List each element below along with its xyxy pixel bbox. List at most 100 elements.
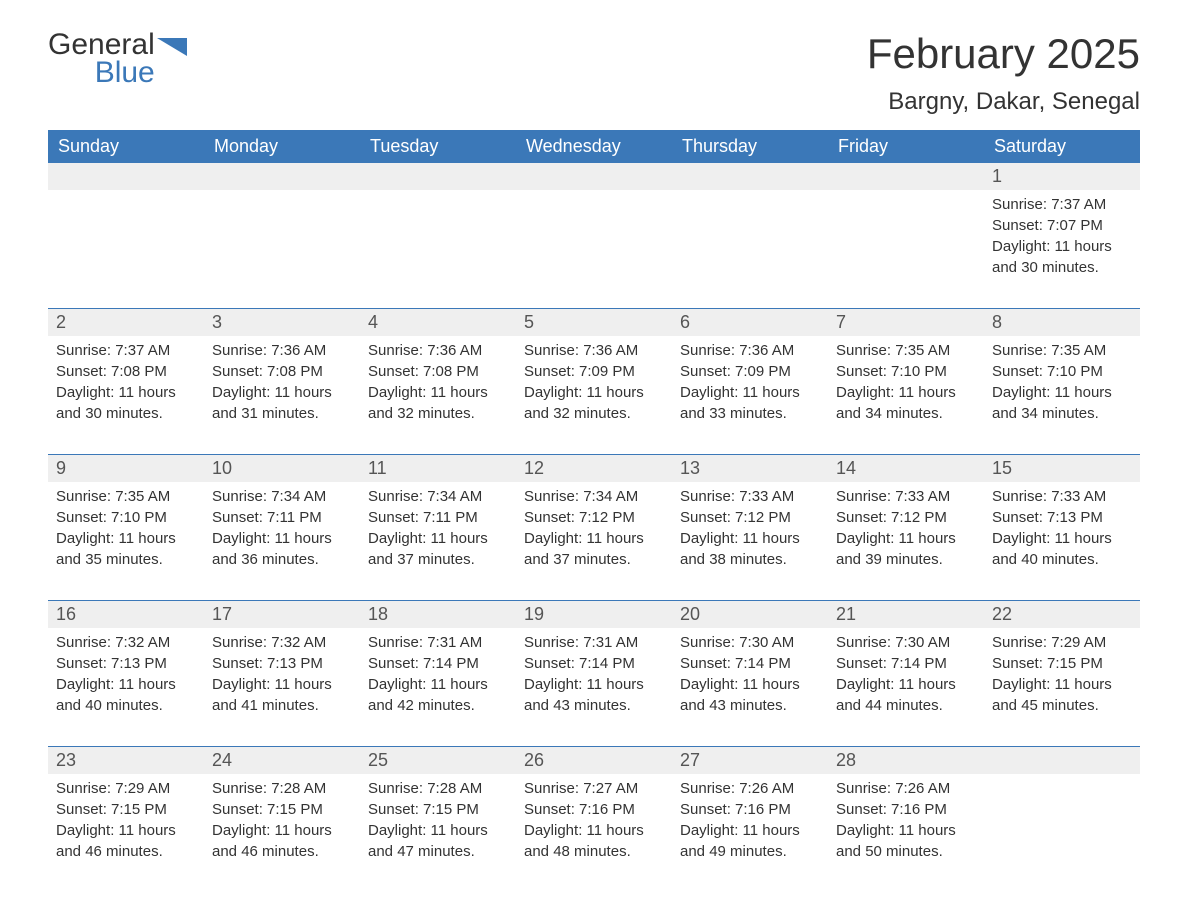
day-cell: Sunrise: 7:35 AMSunset: 7:10 PMDaylight:… — [48, 482, 204, 582]
day-number: 20 — [672, 601, 828, 628]
day-daylight1: Daylight: 11 hours — [524, 528, 664, 549]
day-sunrise: Sunrise: 7:31 AM — [368, 632, 508, 653]
day-daylight1: Daylight: 11 hours — [680, 528, 820, 549]
day-cell — [48, 190, 204, 290]
day-number — [48, 163, 204, 190]
day-cell — [828, 190, 984, 290]
logo-flag-icon — [157, 34, 187, 58]
day-daylight2: and 32 minutes. — [524, 403, 664, 424]
day-sunrise: Sunrise: 7:30 AM — [680, 632, 820, 653]
day-number: 1 — [984, 163, 1140, 190]
day-sunrise: Sunrise: 7:35 AM — [836, 340, 976, 361]
day-daylight1: Daylight: 11 hours — [992, 382, 1132, 403]
day-sunset: Sunset: 7:13 PM — [212, 653, 352, 674]
day-number: 8 — [984, 309, 1140, 336]
day-sunrise: Sunrise: 7:34 AM — [368, 486, 508, 507]
day-sunset: Sunset: 7:10 PM — [992, 361, 1132, 382]
day-sunset: Sunset: 7:07 PM — [992, 215, 1132, 236]
weekday-thursday: Thursday — [672, 130, 828, 163]
day-sunrise: Sunrise: 7:33 AM — [680, 486, 820, 507]
week-row: 9101112131415Sunrise: 7:35 AMSunset: 7:1… — [48, 454, 1140, 582]
week-row: 232425262728Sunrise: 7:29 AMSunset: 7:15… — [48, 746, 1140, 874]
day-sunrise: Sunrise: 7:34 AM — [212, 486, 352, 507]
day-sunrise: Sunrise: 7:26 AM — [836, 778, 976, 799]
day-sunset: Sunset: 7:15 PM — [56, 799, 196, 820]
day-daylight1: Daylight: 11 hours — [836, 382, 976, 403]
day-daylight2: and 37 minutes. — [368, 549, 508, 570]
day-cell: Sunrise: 7:34 AMSunset: 7:12 PMDaylight:… — [516, 482, 672, 582]
day-daylight1: Daylight: 11 hours — [212, 382, 352, 403]
day-sunset: Sunset: 7:11 PM — [212, 507, 352, 528]
day-daylight2: and 31 minutes. — [212, 403, 352, 424]
day-daylight1: Daylight: 11 hours — [992, 236, 1132, 257]
daynum-row: 9101112131415 — [48, 455, 1140, 482]
daynum-row: 1 — [48, 163, 1140, 190]
day-daylight2: and 37 minutes. — [524, 549, 664, 570]
day-sunset: Sunset: 7:08 PM — [368, 361, 508, 382]
daynum-row: 2345678 — [48, 309, 1140, 336]
day-sunset: Sunset: 7:16 PM — [680, 799, 820, 820]
day-daylight2: and 32 minutes. — [368, 403, 508, 424]
day-cell: Sunrise: 7:26 AMSunset: 7:16 PMDaylight:… — [828, 774, 984, 874]
day-sunrise: Sunrise: 7:33 AM — [992, 486, 1132, 507]
day-sunrise: Sunrise: 7:33 AM — [836, 486, 976, 507]
day-daylight2: and 30 minutes. — [992, 257, 1132, 278]
day-number — [828, 163, 984, 190]
day-sunset: Sunset: 7:14 PM — [836, 653, 976, 674]
day-cell: Sunrise: 7:28 AMSunset: 7:15 PMDaylight:… — [204, 774, 360, 874]
day-cell: Sunrise: 7:35 AMSunset: 7:10 PMDaylight:… — [984, 336, 1140, 436]
day-daylight2: and 40 minutes. — [992, 549, 1132, 570]
day-cell: Sunrise: 7:27 AMSunset: 7:16 PMDaylight:… — [516, 774, 672, 874]
week-row: 16171819202122Sunrise: 7:32 AMSunset: 7:… — [48, 600, 1140, 728]
day-daylight2: and 49 minutes. — [680, 841, 820, 862]
header: General Blue February 2025 Bargny, Dakar… — [48, 30, 1140, 116]
day-cell: Sunrise: 7:36 AMSunset: 7:09 PMDaylight:… — [672, 336, 828, 436]
day-number: 26 — [516, 747, 672, 774]
day-cell: Sunrise: 7:30 AMSunset: 7:14 PMDaylight:… — [828, 628, 984, 728]
day-cell: Sunrise: 7:34 AMSunset: 7:11 PMDaylight:… — [360, 482, 516, 582]
day-cell: Sunrise: 7:37 AMSunset: 7:08 PMDaylight:… — [48, 336, 204, 436]
weekday-sunday: Sunday — [48, 130, 204, 163]
day-number: 21 — [828, 601, 984, 628]
day-cell — [360, 190, 516, 290]
day-daylight1: Daylight: 11 hours — [992, 528, 1132, 549]
day-daylight1: Daylight: 11 hours — [836, 674, 976, 695]
day-cell — [984, 774, 1140, 874]
calendar: Sunday Monday Tuesday Wednesday Thursday… — [48, 130, 1140, 874]
day-sunrise: Sunrise: 7:34 AM — [524, 486, 664, 507]
day-daylight1: Daylight: 11 hours — [836, 820, 976, 841]
day-sunset: Sunset: 7:10 PM — [56, 507, 196, 528]
day-daylight1: Daylight: 11 hours — [56, 674, 196, 695]
day-number: 28 — [828, 747, 984, 774]
day-sunset: Sunset: 7:12 PM — [524, 507, 664, 528]
day-daylight1: Daylight: 11 hours — [680, 820, 820, 841]
day-number — [360, 163, 516, 190]
weekday-friday: Friday — [828, 130, 984, 163]
day-number: 11 — [360, 455, 516, 482]
day-daylight2: and 40 minutes. — [56, 695, 196, 716]
day-sunrise: Sunrise: 7:32 AM — [56, 632, 196, 653]
day-number: 22 — [984, 601, 1140, 628]
day-cell: Sunrise: 7:33 AMSunset: 7:12 PMDaylight:… — [672, 482, 828, 582]
day-sunset: Sunset: 7:13 PM — [992, 507, 1132, 528]
day-sunrise: Sunrise: 7:32 AM — [212, 632, 352, 653]
day-cell: Sunrise: 7:36 AMSunset: 7:08 PMDaylight:… — [360, 336, 516, 436]
day-sunset: Sunset: 7:11 PM — [368, 507, 508, 528]
day-sunrise: Sunrise: 7:37 AM — [992, 194, 1132, 215]
week-row: 2345678Sunrise: 7:37 AMSunset: 7:08 PMDa… — [48, 308, 1140, 436]
day-sunset: Sunset: 7:16 PM — [836, 799, 976, 820]
location: Bargny, Dakar, Senegal — [867, 88, 1140, 116]
day-sunset: Sunset: 7:09 PM — [524, 361, 664, 382]
day-number — [984, 747, 1140, 774]
day-number: 10 — [204, 455, 360, 482]
day-daylight1: Daylight: 11 hours — [524, 382, 664, 403]
day-number: 3 — [204, 309, 360, 336]
day-daylight2: and 34 minutes. — [836, 403, 976, 424]
day-cell: Sunrise: 7:26 AMSunset: 7:16 PMDaylight:… — [672, 774, 828, 874]
day-number: 24 — [204, 747, 360, 774]
day-sunrise: Sunrise: 7:30 AM — [836, 632, 976, 653]
day-sunset: Sunset: 7:14 PM — [524, 653, 664, 674]
weeks-container: 1Sunrise: 7:37 AMSunset: 7:07 PMDaylight… — [48, 163, 1140, 874]
day-daylight1: Daylight: 11 hours — [368, 382, 508, 403]
day-number — [516, 163, 672, 190]
